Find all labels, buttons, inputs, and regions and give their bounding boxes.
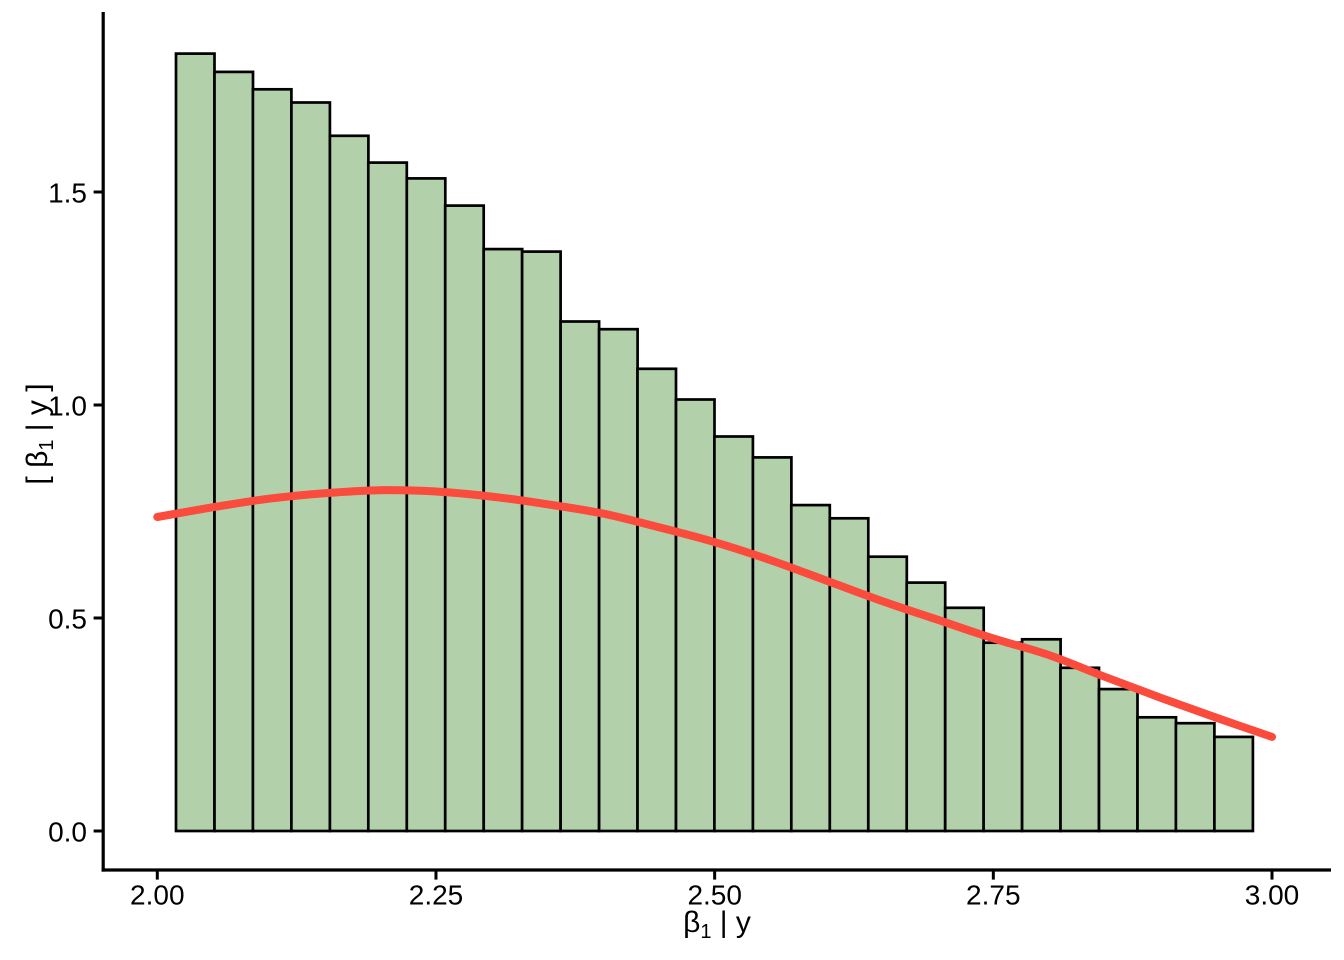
histogram-bar [828, 516, 870, 833]
histogram-bar [174, 52, 216, 833]
histogram-bar [290, 101, 332, 833]
histogram-bar [213, 70, 255, 833]
histogram-bar [1136, 715, 1178, 833]
x-axis-title-rest: | y [711, 906, 750, 939]
histogram-bar [674, 398, 716, 833]
y-axis-title-beta: β [21, 451, 54, 468]
histogram-bar [405, 177, 447, 833]
y-axis-title-suffix: ] [21, 383, 54, 400]
x-tick-label: 3.00 [1245, 880, 1300, 911]
histogram-bar [520, 250, 562, 833]
y-tick-label: 1.5 [48, 177, 87, 208]
histogram-bar [1213, 735, 1255, 833]
x-tick-label: 2.75 [966, 880, 1021, 911]
histogram-bar [251, 87, 293, 833]
histogram-bar [1059, 666, 1101, 833]
x-axis-title-subscript: 1 [700, 921, 711, 943]
histogram-bar [1174, 721, 1216, 833]
x-axis-title: β1 | y [683, 906, 751, 943]
tick-labels-layer: 2.00 2.25 2.50 2.75 3.00 0.0 0.5 1.0 1.5 [48, 177, 1299, 910]
x-tick-label: 2.00 [130, 880, 185, 911]
histogram-bar [943, 606, 986, 833]
histogram-bar [1097, 687, 1139, 833]
x-axis-title-beta: β [683, 906, 700, 939]
y-axis-title-subscript: 1 [36, 440, 58, 451]
histogram-bar [482, 247, 524, 833]
y-axis-title-prefix: [ [21, 468, 54, 485]
histogram-bar [789, 503, 832, 833]
histogram-bar [636, 367, 678, 833]
x-tick-label: 2.25 [409, 880, 464, 911]
y-axis-title: [ β1 | y ] [21, 383, 58, 484]
histogram-bar [559, 320, 601, 833]
histogram-bars-layer [174, 52, 1255, 833]
y-tick-label: 1.0 [48, 390, 87, 421]
y-tick-label: 0.0 [48, 816, 87, 847]
histogram-bar [597, 327, 639, 833]
histogram-bar [713, 435, 755, 833]
axes-layer [93, 12, 1331, 880]
histogram-bar [982, 641, 1024, 833]
histogram-bar [1020, 637, 1062, 833]
density-curve-line [153, 486, 1276, 741]
y-tick-label: 0.5 [48, 603, 87, 634]
histogram-bar [366, 161, 409, 833]
histogram-bar [443, 204, 486, 833]
histogram-bar [328, 134, 370, 833]
histogram-bar [751, 456, 793, 833]
y-axis-title-rest: | y [21, 400, 54, 439]
x-tick-label: 2.50 [687, 880, 742, 911]
